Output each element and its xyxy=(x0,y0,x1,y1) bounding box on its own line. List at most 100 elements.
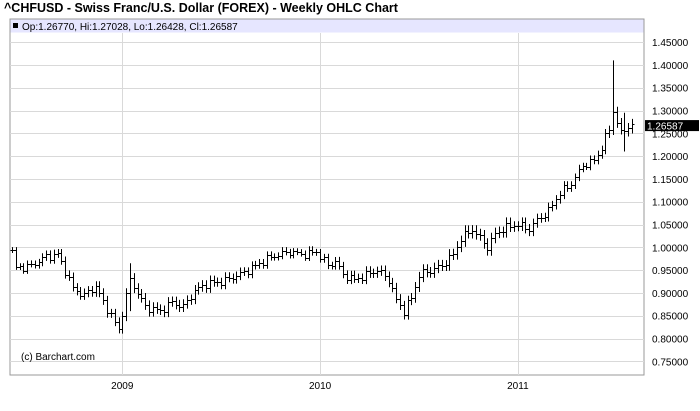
x-tick-label: 2011 xyxy=(507,381,529,392)
ohlc-bar xyxy=(436,259,441,274)
ohlc-bar xyxy=(44,250,49,261)
ohlc-bar xyxy=(523,217,528,234)
y-tick-label: 1.45000 xyxy=(652,38,689,49)
ohlc-bar xyxy=(299,249,304,257)
ohlc-bar xyxy=(242,267,247,277)
ohlc-bar xyxy=(82,288,87,300)
last-price-label: 1.26587 xyxy=(647,122,684,133)
ohlc-bar xyxy=(124,288,129,322)
ohlc-bar xyxy=(394,282,399,304)
ohlc-bar xyxy=(508,217,513,232)
y-tick-label: 1.05000 xyxy=(652,221,689,232)
ohlc-bar xyxy=(341,261,346,279)
ohlc-bar xyxy=(265,251,270,269)
ohlc-bar xyxy=(554,195,559,210)
ohlc-bar xyxy=(326,253,331,270)
ohlc-bar xyxy=(337,256,342,270)
ohlc-bar xyxy=(48,250,53,264)
ohlc-bar xyxy=(276,252,281,261)
ohlc-bar xyxy=(592,155,597,165)
ohlc-bar xyxy=(59,249,64,265)
ohlc-bar xyxy=(569,181,574,192)
y-tick-label: 1.00000 xyxy=(652,243,689,254)
ohlc-bar xyxy=(170,296,175,307)
ohlc-bar xyxy=(261,259,266,269)
y-tick-label: 1.35000 xyxy=(652,84,689,95)
ohlc-bar xyxy=(128,263,133,312)
x-axis-labels: 2009 2010 2011 xyxy=(111,381,529,392)
ohlc-bar xyxy=(588,155,593,171)
ohlc-bar xyxy=(577,164,582,182)
ohlc-bar xyxy=(196,282,201,295)
ohlc-bar xyxy=(447,249,452,271)
grid-layer xyxy=(10,33,644,375)
ohlc-bar xyxy=(272,253,277,261)
ohlc-bar xyxy=(219,277,224,290)
ohlc-bar xyxy=(151,302,156,317)
ohlc-bar xyxy=(295,248,300,256)
ohlc-bar xyxy=(615,106,620,128)
ohlc-bar xyxy=(71,272,76,292)
ohlc-bar xyxy=(504,217,509,238)
ohlc-bar xyxy=(497,226,502,239)
ohlc-bar xyxy=(257,258,262,269)
ohlc-bar xyxy=(132,273,137,294)
ohlc-bar xyxy=(310,246,315,256)
y-tick-label: 0.90000 xyxy=(652,289,689,300)
ohlc-bar xyxy=(474,225,479,240)
ohlc-bar xyxy=(626,122,631,137)
ohlc-bar xyxy=(413,281,418,303)
ohlc-bar xyxy=(162,305,167,318)
ohlc-bar xyxy=(253,260,258,270)
ohlc-bar xyxy=(584,162,589,171)
ohlc-bar xyxy=(550,200,555,212)
ohlc-bar xyxy=(432,262,437,278)
ohlc-bar xyxy=(409,293,414,306)
ohlc-legend-marker xyxy=(13,23,18,28)
ohlc-bar xyxy=(360,273,365,284)
ohlc-bar xyxy=(383,265,388,281)
ohlc-bar xyxy=(86,286,91,298)
ohlc-bar xyxy=(478,228,483,241)
ohlc-bar xyxy=(97,281,102,298)
ohlc-bar xyxy=(109,308,114,318)
y-tick-label: 0.85000 xyxy=(652,312,689,323)
ohlc-bar xyxy=(470,225,475,239)
ohlc-bar xyxy=(489,232,494,256)
ohlc-bar xyxy=(189,294,194,305)
ohlc-bar xyxy=(204,280,209,293)
ohlc-bar xyxy=(113,308,118,327)
ohlc-bar xyxy=(78,286,83,300)
ohlc-bar xyxy=(158,304,163,315)
ohlc-bar xyxy=(455,241,460,260)
ohlc-bar xyxy=(596,150,601,165)
ohlc-bar xyxy=(421,264,426,283)
y-tick-label: 1.25000 xyxy=(652,129,689,140)
ohlc-bar xyxy=(622,112,627,152)
ohlc-bar xyxy=(322,253,327,263)
ohlc-bar xyxy=(603,129,608,155)
ohlc-bar xyxy=(390,277,395,293)
ohlc-bar xyxy=(512,221,517,232)
ohlc-bar xyxy=(573,173,578,189)
ohlc-bar xyxy=(402,300,407,320)
ohlc-bar xyxy=(52,249,57,264)
ohlc-bar xyxy=(29,260,34,268)
ohlc-bar xyxy=(607,125,612,138)
x-tick-label: 2010 xyxy=(309,381,332,392)
ohlc-bar xyxy=(630,118,635,134)
ohlc-bar xyxy=(451,248,456,260)
ohlc-bar xyxy=(14,247,19,270)
ohlc-bar xyxy=(558,190,563,204)
ohlc-bar xyxy=(417,271,422,293)
ohlc-bar xyxy=(493,227,498,244)
ohlc-bar xyxy=(238,267,243,281)
ohlc-bar xyxy=(21,263,26,274)
ohlc-bar xyxy=(280,247,285,260)
ohlc-bar xyxy=(428,266,433,278)
y-tick-label: 1.20000 xyxy=(652,152,689,163)
ohlc-bar xyxy=(63,256,68,279)
ohlc-bar xyxy=(516,221,521,232)
ohlc-bar xyxy=(303,250,308,261)
